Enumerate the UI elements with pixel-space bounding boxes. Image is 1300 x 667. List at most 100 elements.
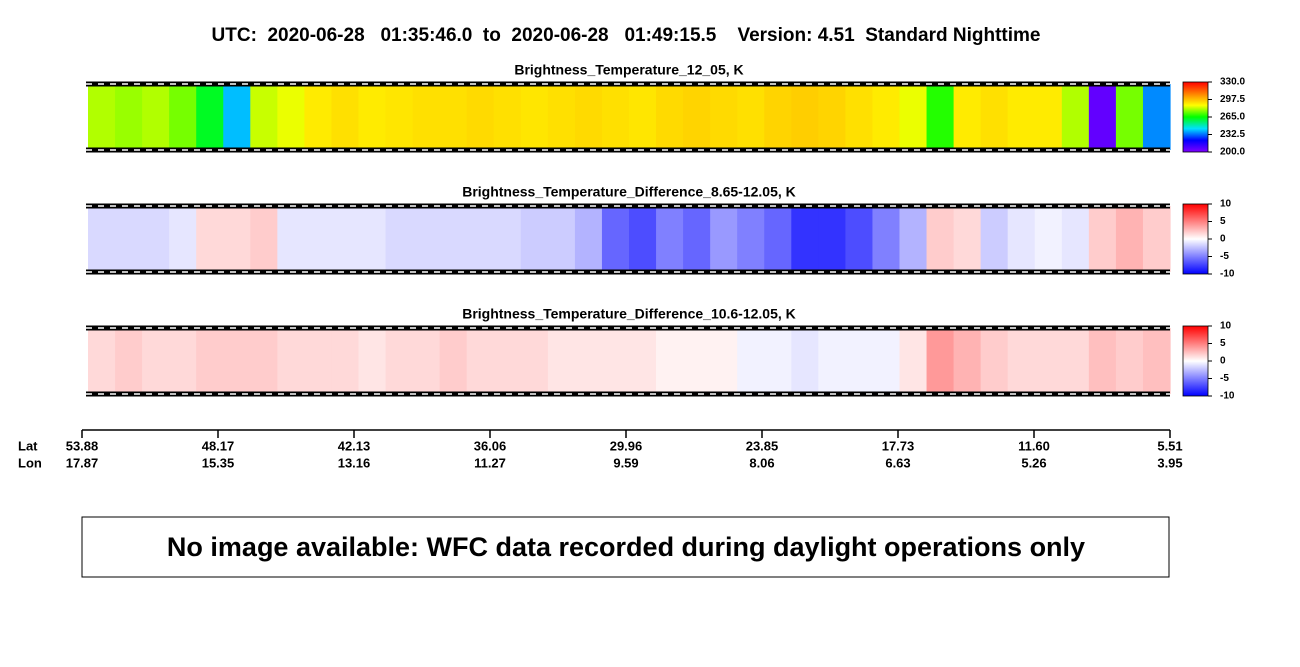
heatmap-cell bbox=[520, 206, 549, 272]
lat-label: 48.17 bbox=[202, 438, 235, 453]
colorbar-tick-label: 0 bbox=[1220, 234, 1226, 245]
heatmap-cell bbox=[115, 328, 143, 394]
heatmap-cell bbox=[412, 206, 441, 272]
lon-label: 5.26 bbox=[1021, 455, 1046, 470]
lon-label: 17.87 bbox=[66, 455, 99, 470]
heatmap-cell bbox=[196, 84, 224, 150]
heatmap-cell bbox=[899, 84, 928, 150]
heatmap-cell bbox=[980, 206, 1009, 272]
lat-label: 5.51 bbox=[1157, 438, 1182, 453]
heatmap-cell bbox=[656, 84, 684, 150]
heatmap-cell bbox=[1034, 84, 1063, 150]
note-box bbox=[81, 516, 1170, 578]
heatmap-cell bbox=[466, 84, 495, 150]
colorbar-tick-label: -5 bbox=[1220, 251, 1229, 262]
heatmap-cell bbox=[331, 206, 360, 272]
heatmap-cell bbox=[683, 84, 711, 150]
heatmap-cell bbox=[412, 84, 441, 150]
heatmap-cell bbox=[304, 84, 333, 150]
heatmap-cell bbox=[1061, 84, 1090, 150]
heatmap-cell bbox=[115, 84, 143, 150]
heatmap-cell bbox=[1142, 328, 1171, 394]
lat-label: 36.06 bbox=[474, 438, 507, 453]
heatmap-cell bbox=[169, 328, 197, 394]
heatmap-cell bbox=[872, 84, 901, 150]
heatmap-cell bbox=[1007, 206, 1036, 272]
colorbar-tick-label: 5 bbox=[1220, 338, 1226, 349]
lon-label: 6.63 bbox=[885, 455, 910, 470]
heatmap-cell bbox=[1088, 206, 1117, 272]
heatmap-cell bbox=[872, 206, 901, 272]
heatmap-cell bbox=[547, 328, 576, 394]
heatmap-cell bbox=[656, 206, 684, 272]
heatmap-cell bbox=[574, 328, 603, 394]
panel-title: Brightness_Temperature_Difference_10.6-1… bbox=[462, 306, 796, 322]
heatmap-cell bbox=[629, 328, 657, 394]
heatmap-cell bbox=[1088, 328, 1117, 394]
track-row-label: Lat bbox=[18, 438, 38, 453]
heatmap-cell bbox=[358, 206, 387, 272]
heatmap-cell bbox=[304, 328, 333, 394]
panel-title: Brightness_Temperature_12_05, K bbox=[514, 62, 743, 78]
colorbar-tick-label: 232.5 bbox=[1220, 129, 1245, 140]
heatmap-cell bbox=[331, 84, 360, 150]
lon-label: 13.16 bbox=[338, 455, 371, 470]
heatmap-cell bbox=[872, 328, 901, 394]
colorbar-tick-label: 10 bbox=[1220, 199, 1232, 210]
heatmap-cell bbox=[142, 84, 170, 150]
note: No image available: WFC data recorded du… bbox=[167, 532, 1085, 562]
heatmap-cell bbox=[169, 206, 197, 272]
heatmap-cell bbox=[223, 206, 251, 272]
heatmap-cell bbox=[169, 84, 197, 150]
colorbar-tick-label: 330.0 bbox=[1220, 77, 1245, 88]
page-title: UTC: 2020-06-28 01:35:46.0 to 2020-06-28… bbox=[212, 25, 1041, 46]
heatmap-cell bbox=[412, 328, 441, 394]
colorbar-tick-label: 200.0 bbox=[1220, 147, 1245, 158]
heatmap-cell bbox=[737, 206, 765, 272]
heatmap-cell bbox=[980, 328, 1009, 394]
heatmap-cell bbox=[196, 206, 224, 272]
heatmap-cell bbox=[1061, 328, 1090, 394]
heatmap-cell bbox=[115, 206, 143, 272]
heatmap-cell bbox=[142, 206, 170, 272]
heatmap-cell bbox=[520, 84, 549, 150]
heatmap-cell bbox=[737, 84, 765, 150]
heatmap-cell bbox=[953, 84, 982, 150]
heatmap-cell bbox=[601, 84, 630, 150]
heatmap-cell bbox=[277, 328, 305, 394]
heatmap-cell bbox=[493, 206, 522, 272]
heatmap-cell bbox=[845, 84, 874, 150]
heatmap-cell bbox=[223, 84, 251, 150]
heatmap-cell bbox=[764, 206, 792, 272]
colorbar bbox=[1182, 325, 1209, 397]
colorbar bbox=[1182, 81, 1209, 153]
lon-label: 9.59 bbox=[613, 455, 638, 470]
heatmap-cell bbox=[764, 84, 792, 150]
heatmap-cell bbox=[574, 206, 603, 272]
heatmap-cell bbox=[845, 206, 874, 272]
heatmap-cell bbox=[385, 206, 414, 272]
heatmap-cell bbox=[439, 206, 468, 272]
heatmap-cell bbox=[88, 328, 116, 394]
heatmap-cell bbox=[142, 328, 170, 394]
heatmap-cell bbox=[358, 328, 387, 394]
heatmap-cell bbox=[1115, 328, 1144, 394]
colorbar-tick-label: -5 bbox=[1220, 373, 1229, 384]
heatmap-cell bbox=[980, 84, 1009, 150]
heatmap-cell bbox=[223, 328, 251, 394]
heatmap-cell bbox=[791, 206, 819, 272]
colorbar-tick-label: 10 bbox=[1220, 321, 1232, 332]
heatmap-cell bbox=[791, 84, 819, 150]
heatmap-cell bbox=[926, 328, 955, 394]
heatmap-cell bbox=[88, 84, 116, 150]
heatmap-cell bbox=[520, 328, 549, 394]
track-row-label: Lon bbox=[18, 455, 42, 470]
lon-label: 3.95 bbox=[1157, 455, 1182, 470]
heatmap-cell bbox=[1115, 206, 1144, 272]
heatmap-cell bbox=[250, 328, 278, 394]
heatmap-cell bbox=[304, 206, 333, 272]
heatmap-cell bbox=[439, 84, 468, 150]
heatmap-cell bbox=[385, 84, 414, 150]
heatmap-cell bbox=[1142, 206, 1171, 272]
heatmap-cell bbox=[493, 84, 522, 150]
